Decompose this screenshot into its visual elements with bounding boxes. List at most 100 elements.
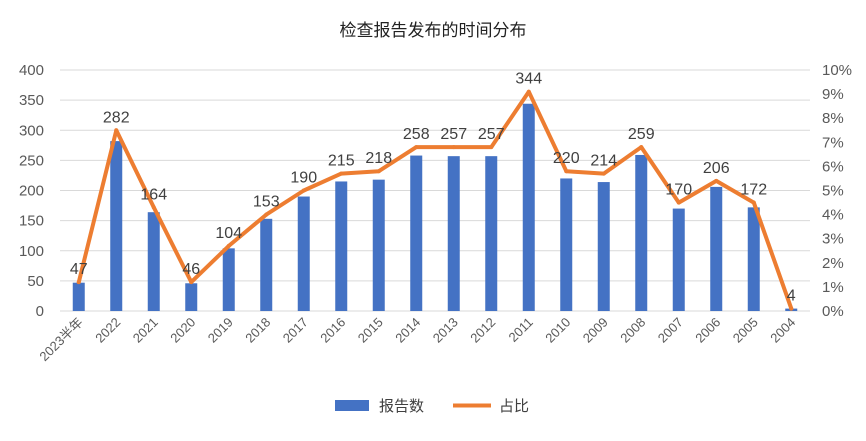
y-right-tick-label: 4%	[822, 207, 844, 224]
bar-data-label: 190	[290, 170, 317, 187]
y-axis-left: 0 50 100 150 200 250 300 350 400	[19, 62, 44, 320]
x-tick-label: 2011	[505, 315, 535, 345]
line-point	[264, 212, 269, 217]
x-tick-label: 2016	[317, 315, 348, 346]
bar	[447, 156, 460, 311]
line-point	[714, 178, 719, 183]
y-right-tick-label: 0%	[822, 303, 844, 320]
x-tick-label: 2012	[467, 315, 498, 346]
bar	[635, 154, 648, 311]
line-point	[601, 171, 606, 176]
x-tick-label: 2007	[655, 315, 686, 346]
legend: 报告数 占比	[335, 397, 529, 415]
bar-data-label: 257	[478, 126, 505, 143]
bar	[672, 208, 685, 311]
chart-title: 检查报告发布的时间分布	[340, 21, 527, 41]
bar	[597, 182, 610, 311]
bar	[522, 103, 535, 312]
line-point	[301, 188, 306, 193]
y-left-tick-label: 0	[36, 303, 44, 320]
bar	[110, 141, 123, 311]
line-series	[76, 89, 794, 311]
line-point	[414, 145, 419, 150]
y-right-tick-label: 8%	[822, 110, 844, 127]
y-right-tick-label: 2%	[822, 255, 844, 272]
y-left-tick-label: 50	[27, 273, 44, 290]
y-left-tick-label: 150	[19, 213, 44, 230]
bar	[335, 181, 348, 311]
line-point	[489, 145, 494, 150]
y-right-tick-label: 9%	[822, 86, 844, 103]
line-point	[676, 200, 681, 205]
bar-data-label: 215	[328, 153, 355, 170]
line-point	[376, 169, 381, 174]
line-point	[751, 200, 756, 205]
line-point	[226, 243, 231, 248]
bar-data-label: 170	[665, 182, 692, 199]
bar-data-label: 4	[787, 288, 796, 305]
x-tick-label: 2010	[542, 315, 573, 346]
line-point	[526, 89, 531, 94]
line-point	[76, 280, 81, 285]
x-tick-label: 2018	[242, 315, 273, 346]
bar	[260, 218, 273, 311]
bar-series	[72, 103, 798, 312]
y-right-tick-label: 10%	[822, 62, 852, 79]
x-axis: 2023半年 2022 2021 2020 2019 2018 2017 2016 2015 20…	[36, 315, 798, 364]
y-left-tick-label: 250	[19, 152, 44, 169]
bar	[185, 283, 198, 311]
bar	[747, 207, 760, 311]
x-tick-label: 2004	[767, 315, 798, 346]
bar	[297, 196, 310, 311]
bar-data-label: 257	[440, 126, 467, 143]
bar	[410, 155, 423, 311]
x-tick-label: 2008	[617, 315, 648, 346]
y-left-tick-label: 350	[19, 92, 44, 109]
y-left-tick-label: 300	[19, 122, 44, 139]
gridlines	[60, 69, 810, 312]
bar	[485, 156, 498, 311]
x-tick-label: 2019	[205, 315, 236, 346]
legend-swatch-bars	[335, 400, 369, 411]
line-point	[639, 145, 644, 150]
bar-data-label: 218	[365, 150, 392, 167]
bar-data-label: 282	[103, 109, 130, 126]
bar-data-label: 172	[740, 182, 767, 199]
line-point	[339, 171, 344, 176]
legend-label-bars: 报告数	[379, 397, 424, 415]
bar-data-label: 259	[628, 126, 655, 143]
bar-data-label: 214	[590, 153, 617, 170]
line-point	[114, 128, 119, 133]
bar	[560, 178, 573, 311]
x-tick-label: 2009	[580, 315, 611, 346]
bar	[222, 248, 235, 311]
ratio-line	[76, 89, 794, 311]
bar-data-label: 104	[215, 225, 242, 242]
bar-data-label: 46	[182, 261, 200, 278]
y-left-tick-label: 100	[19, 243, 44, 260]
y-right-tick-label: 3%	[822, 231, 844, 248]
y-right-tick-label: 5%	[822, 183, 844, 200]
bar-data-label: 164	[140, 186, 167, 203]
x-tick-label: 2020	[167, 315, 198, 346]
bar	[710, 186, 723, 311]
x-tick-label: 2021	[130, 315, 161, 346]
bar-data-label: 220	[553, 150, 580, 167]
line-point	[151, 205, 156, 210]
bar-data-label: 47	[70, 261, 88, 278]
bar	[147, 212, 160, 311]
line-point	[451, 145, 456, 150]
bar-data-label: 258	[403, 126, 430, 143]
y-right-tick-label: 6%	[822, 158, 844, 175]
bar-data-label: 344	[515, 71, 542, 88]
y-right-tick-label: 1%	[822, 279, 844, 296]
line-point	[564, 169, 569, 174]
legend-label-line: 占比	[499, 397, 529, 415]
data-labels: 47 282 164 46 104 153 190 215 218 258 257 257 344 220…	[70, 71, 796, 305]
line-point	[189, 280, 194, 285]
x-tick-label: 2013	[430, 315, 461, 346]
y-right-tick-label: 7%	[822, 134, 844, 151]
line-point	[789, 306, 794, 311]
